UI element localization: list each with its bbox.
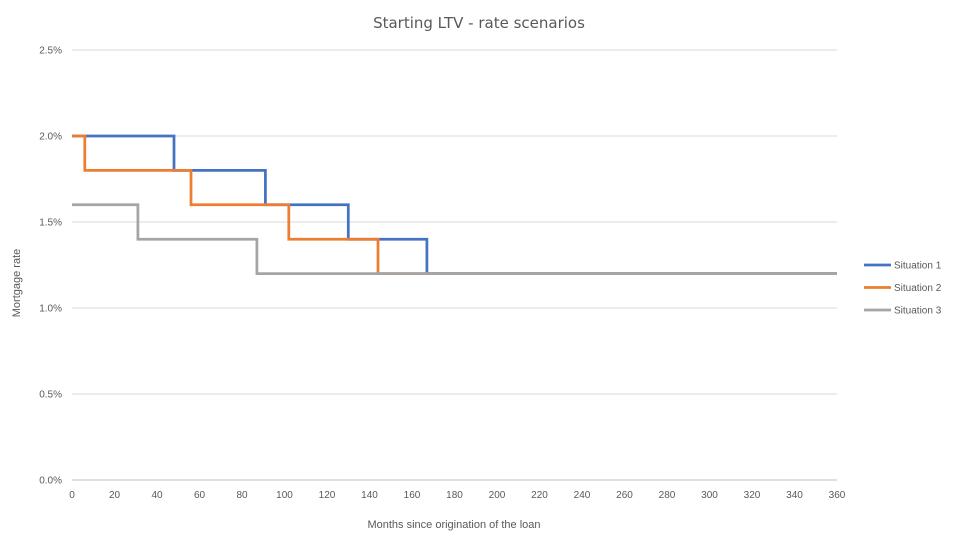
chart-title: Starting LTV - rate scenarios bbox=[373, 14, 585, 32]
x-tick-label: 140 bbox=[361, 490, 378, 501]
x-axis-label: Months since origination of the loan bbox=[367, 519, 540, 531]
x-tick-label: 240 bbox=[574, 490, 591, 501]
x-tick-labels: 0 20 40 60 80 100 120 140 160 180 200 220 240 260 280 3… bbox=[69, 490, 846, 501]
x-tick-label: 220 bbox=[531, 490, 548, 501]
x-tick-label: 80 bbox=[236, 490, 248, 501]
y-tick-label: 0.5% bbox=[39, 390, 62, 401]
y-tick-labels: 0.0% 0.5% 1.0% 1.5% 2.0% 2.5% bbox=[39, 46, 62, 487]
legend: Situation 1 Situation 2 Situation 3 bbox=[864, 261, 942, 317]
series-line-1 bbox=[72, 134, 837, 275]
series-lines bbox=[72, 134, 837, 275]
legend-label: Situation 1 bbox=[894, 261, 942, 272]
x-tick-label: 200 bbox=[489, 490, 506, 501]
x-tick-label: 60 bbox=[194, 490, 206, 501]
y-axis-label: Mortgage rate bbox=[11, 249, 23, 317]
y-tick-label: 1.5% bbox=[39, 218, 62, 229]
x-tick-label: 300 bbox=[701, 490, 718, 501]
y-tick-label: 2.5% bbox=[39, 46, 62, 57]
gridlines bbox=[72, 49, 837, 481]
x-tick-label: 360 bbox=[829, 490, 846, 501]
y-tick-label: 2.0% bbox=[39, 132, 62, 143]
x-tick-label: 260 bbox=[616, 490, 633, 501]
x-tick-label: 280 bbox=[659, 490, 676, 501]
x-tick-label: 20 bbox=[109, 490, 121, 501]
x-tick-label: 160 bbox=[404, 490, 421, 501]
x-tick-label: 0 bbox=[69, 490, 75, 501]
x-tick-label: 120 bbox=[319, 490, 336, 501]
x-tick-label: 340 bbox=[786, 490, 803, 501]
x-tick-label: 100 bbox=[276, 490, 293, 501]
series-line-3 bbox=[72, 203, 837, 275]
legend-label: Situation 3 bbox=[894, 306, 942, 317]
legend-label: Situation 2 bbox=[894, 283, 942, 294]
series-line-2 bbox=[72, 134, 837, 275]
x-tick-label: 40 bbox=[151, 490, 163, 501]
x-tick-label: 320 bbox=[744, 490, 761, 501]
x-tick-label: 180 bbox=[446, 490, 463, 501]
y-tick-label: 1.0% bbox=[39, 304, 62, 315]
y-tick-label: 0.0% bbox=[39, 476, 62, 487]
